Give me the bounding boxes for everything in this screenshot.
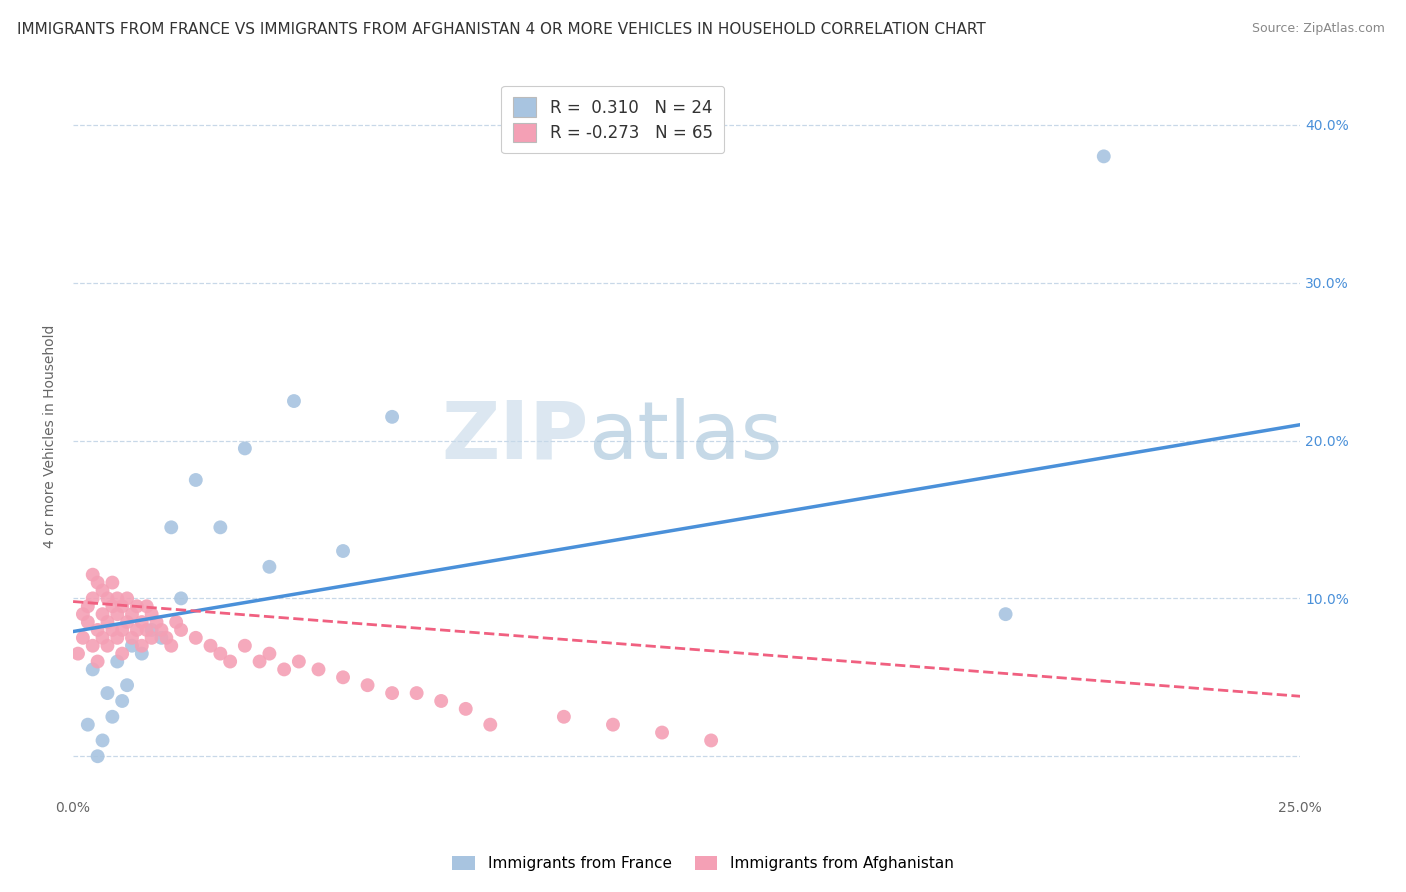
Point — [1092, 149, 1115, 163]
Point — [125, 623, 148, 637]
Point — [479, 717, 502, 731]
Point — [170, 591, 193, 606]
Point — [170, 623, 193, 637]
Point — [131, 615, 153, 629]
Point — [66, 647, 89, 661]
Point — [76, 599, 98, 614]
Point — [72, 607, 94, 622]
Point — [101, 599, 124, 614]
Point — [82, 591, 104, 606]
Point — [72, 631, 94, 645]
Legend: Immigrants from France, Immigrants from Afghanistan: Immigrants from France, Immigrants from … — [446, 850, 960, 877]
Point — [233, 639, 256, 653]
Point — [273, 662, 295, 676]
Point — [209, 647, 232, 661]
Point — [184, 631, 207, 645]
Legend: R =  0.310   N = 24, R = -0.273   N = 65: R = 0.310 N = 24, R = -0.273 N = 65 — [502, 86, 724, 153]
Point — [96, 591, 118, 606]
Point — [86, 575, 108, 590]
Point — [91, 733, 114, 747]
Point — [96, 639, 118, 653]
Point — [553, 710, 575, 724]
Point — [135, 623, 157, 637]
Point — [115, 615, 138, 629]
Point — [160, 639, 183, 653]
Point — [150, 623, 173, 637]
Point — [131, 639, 153, 653]
Point — [155, 631, 177, 645]
Point — [105, 655, 128, 669]
Point — [160, 520, 183, 534]
Point — [356, 678, 378, 692]
Point — [96, 686, 118, 700]
Point — [150, 631, 173, 645]
Point — [111, 623, 134, 637]
Point — [105, 607, 128, 622]
Point — [86, 655, 108, 669]
Point — [145, 615, 167, 629]
Text: Source: ZipAtlas.com: Source: ZipAtlas.com — [1251, 22, 1385, 36]
Point — [76, 717, 98, 731]
Point — [111, 647, 134, 661]
Point — [101, 623, 124, 637]
Point — [454, 702, 477, 716]
Point — [259, 559, 281, 574]
Point — [115, 591, 138, 606]
Point — [209, 520, 232, 534]
Point — [308, 662, 330, 676]
Point — [91, 631, 114, 645]
Point — [96, 615, 118, 629]
Point — [101, 710, 124, 724]
Point — [141, 631, 163, 645]
Point — [200, 639, 222, 653]
Point — [111, 694, 134, 708]
Point — [332, 670, 354, 684]
Point — [249, 655, 271, 669]
Text: IMMIGRANTS FROM FRANCE VS IMMIGRANTS FROM AFGHANISTAN 4 OR MORE VEHICLES IN HOUS: IMMIGRANTS FROM FRANCE VS IMMIGRANTS FRO… — [17, 22, 986, 37]
Point — [105, 631, 128, 645]
Point — [430, 694, 453, 708]
Point — [602, 717, 624, 731]
Point — [76, 615, 98, 629]
Point — [121, 607, 143, 622]
Point — [233, 442, 256, 456]
Point — [82, 662, 104, 676]
Point — [184, 473, 207, 487]
Point — [405, 686, 427, 700]
Point — [121, 631, 143, 645]
Point — [82, 639, 104, 653]
Text: ZIP: ZIP — [441, 398, 589, 475]
Point — [91, 607, 114, 622]
Point — [121, 639, 143, 653]
Point — [91, 583, 114, 598]
Point — [332, 544, 354, 558]
Point — [141, 623, 163, 637]
Point — [381, 686, 404, 700]
Point — [700, 733, 723, 747]
Point — [101, 575, 124, 590]
Point — [131, 647, 153, 661]
Point — [86, 623, 108, 637]
Point — [259, 647, 281, 661]
Point — [219, 655, 242, 669]
Point — [141, 607, 163, 622]
Point — [651, 725, 673, 739]
Point — [135, 599, 157, 614]
Point — [125, 599, 148, 614]
Point — [283, 394, 305, 409]
Point — [165, 615, 187, 629]
Point — [82, 567, 104, 582]
Point — [86, 749, 108, 764]
Point — [994, 607, 1017, 622]
Y-axis label: 4 or more Vehicles in Household: 4 or more Vehicles in Household — [44, 325, 58, 549]
Text: atlas: atlas — [589, 398, 783, 475]
Point — [111, 599, 134, 614]
Point — [105, 591, 128, 606]
Point — [288, 655, 311, 669]
Point — [381, 409, 404, 424]
Point — [115, 678, 138, 692]
